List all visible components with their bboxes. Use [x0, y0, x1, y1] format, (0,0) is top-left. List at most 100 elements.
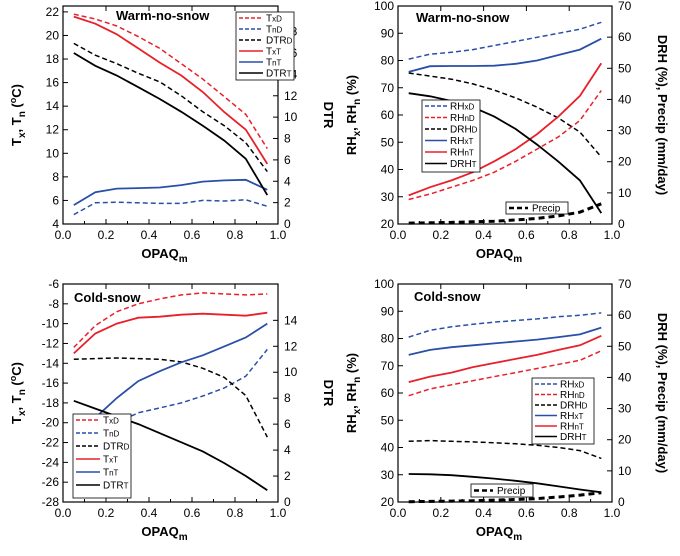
series-line-rhxd — [408, 312, 602, 338]
x-tick-label: 0.2 — [98, 228, 115, 242]
series-line-dtrd — [73, 42, 268, 173]
x-tick-label: 0.6 — [184, 228, 201, 242]
legend-label-txd: TxD — [103, 416, 119, 427]
x-tick-label: 0.6 — [518, 506, 535, 520]
y2-tick-label: 12 — [284, 89, 298, 103]
y2-tick-label: 2 — [284, 196, 291, 210]
y-tick-label: 20 — [381, 217, 395, 231]
series-line-tnt — [73, 178, 268, 206]
legend-box — [72, 413, 132, 499]
y2-tick-label: 4 — [284, 174, 291, 188]
x-tick-label: 0.4 — [141, 228, 158, 242]
y-tick-label: 100 — [374, 277, 394, 291]
y-axis-label: RHx, RHn (%) — [344, 353, 363, 433]
x-axis-label: OPAQm — [141, 246, 187, 265]
series-line-drht — [408, 473, 602, 494]
y2-tick-label: 6 — [284, 417, 291, 431]
y2-tick-label: 6 — [284, 153, 291, 167]
legend-label-tnd: TnD — [266, 25, 283, 36]
legend-label-rhxt: RHxT — [450, 136, 473, 147]
legend-label-tnt: TnT — [103, 468, 119, 479]
series-line-rhxd — [408, 21, 602, 60]
y2-tick-label: 30 — [618, 402, 632, 416]
panel-top-right: 0.0 0.2 0.4 0.6 0.8 1.0 20 30 40 50 60 70 80 90 100 0 10… — [344, 0, 670, 265]
x-tick-label: 0.8 — [227, 228, 244, 242]
y2-tick-label: 0 — [284, 217, 291, 231]
y2-tick-label: 10 — [618, 186, 632, 200]
y2-tick-label: 10 — [618, 464, 632, 478]
legend-label-rhxt: RHxT — [560, 411, 583, 422]
series-line-rhnd — [408, 350, 602, 397]
y2-tick-label: 2 — [284, 469, 291, 483]
x-tick-label: 0.0 — [55, 228, 72, 242]
y-tick-label: 100 — [374, 0, 394, 13]
y-tick-label: -16 — [42, 376, 60, 390]
series-line-rhxt — [408, 326, 602, 356]
precip-annotation-box — [470, 483, 534, 498]
y-tick-label: 30 — [381, 468, 395, 482]
y-tick-label: 40 — [381, 163, 395, 177]
y-tick-label: 70 — [381, 81, 395, 95]
legend-label-rhnd: RHnD — [560, 390, 585, 401]
y2-tick-label: 60 — [618, 30, 632, 44]
y2-tick-label: 10 — [284, 365, 298, 379]
y2-tick-label: 0 — [618, 495, 625, 509]
y2-tick-label: 8 — [284, 132, 291, 146]
y-tick-label: 4 — [52, 217, 59, 231]
series-line-tnd — [73, 199, 268, 216]
y-tick-label: 8 — [52, 170, 59, 184]
y2-axis-label: DRH (%), Precip (mm/day) — [655, 313, 670, 473]
y-tick-label: 90 — [381, 304, 395, 318]
y2-tick-label: 60 — [618, 308, 632, 322]
x-tick-label: 0.8 — [561, 506, 578, 520]
y2-axis-label: DTR — [321, 380, 336, 407]
y2-tick-label: 70 — [618, 0, 632, 13]
panel-title: Warm-no-snow — [416, 10, 510, 25]
x-tick-label: 1.0 — [604, 506, 621, 520]
panel-title: Warm-no-snow — [116, 8, 210, 23]
series-line-precip — [408, 202, 602, 225]
legend-box — [531, 377, 595, 445]
series-line-rhxt — [408, 37, 602, 73]
y2-tick-label: 8 — [284, 391, 291, 405]
y2-tick-label: 40 — [618, 92, 632, 106]
series-line-rhnt — [408, 62, 603, 197]
y-tick-label: -6 — [48, 277, 59, 291]
legend-label-dtrt: DTRT — [266, 69, 292, 80]
x-tick-label: 0.6 — [184, 506, 201, 520]
y-tick-label: -8 — [48, 297, 59, 311]
legend-label-drht: DRHT — [560, 432, 587, 443]
x-tick-label: 0.0 — [55, 506, 72, 520]
y-tick-label: 90 — [381, 26, 395, 40]
x-axis-label: OPAQm — [476, 246, 522, 265]
legend-label-rhnt: RHnT — [450, 148, 474, 159]
legend-label-drht: DRHT — [450, 159, 477, 170]
x-tick-label: 0.2 — [432, 228, 449, 242]
y-axis-label: RHx, RHn (%) — [344, 75, 363, 155]
legend-label-drhd: DRHD — [560, 401, 588, 412]
legend-label-tnd: TnD — [103, 429, 120, 440]
x-tick-label: 0.0 — [390, 228, 407, 242]
series-line-dtrt — [73, 399, 268, 492]
panel-top-left: 0.0 0.2 0.4 0.6 0.8 1.0 4 6 8 10 12 14 16 18 20 22 0 2 4 6 8… — [8, 5, 336, 265]
y-tick-label: 50 — [381, 413, 395, 427]
legend-box — [421, 99, 481, 173]
y-tick-label: 18 — [46, 52, 60, 66]
y-tick-label: 10 — [46, 146, 60, 160]
y-tick-label: -26 — [42, 475, 60, 489]
series-line-txt — [73, 311, 268, 355]
y2-axis-label: DTR — [321, 102, 336, 129]
y-tick-label: 6 — [52, 193, 59, 207]
panel-bottom-left: 0.0 0.2 0.4 0.6 0.8 1.0 -28 -26 -24 -22 -20 -18 -16 -… — [8, 277, 336, 543]
y-tick-label: 14 — [46, 99, 60, 113]
y-tick-label: -14 — [42, 356, 60, 370]
y-tick-label: -18 — [42, 396, 60, 410]
y-tick-label: -22 — [42, 436, 60, 450]
x-tick-label: 0.8 — [227, 506, 244, 520]
y-tick-label: -20 — [42, 416, 60, 430]
panel-bottom-right: 0.0 0.2 0.4 0.6 0.8 1.0 20 30 40 50 60 70 80 90 100 0 10… — [344, 277, 670, 543]
y2-tick-label: 70 — [618, 277, 632, 291]
legend-box — [235, 11, 295, 81]
